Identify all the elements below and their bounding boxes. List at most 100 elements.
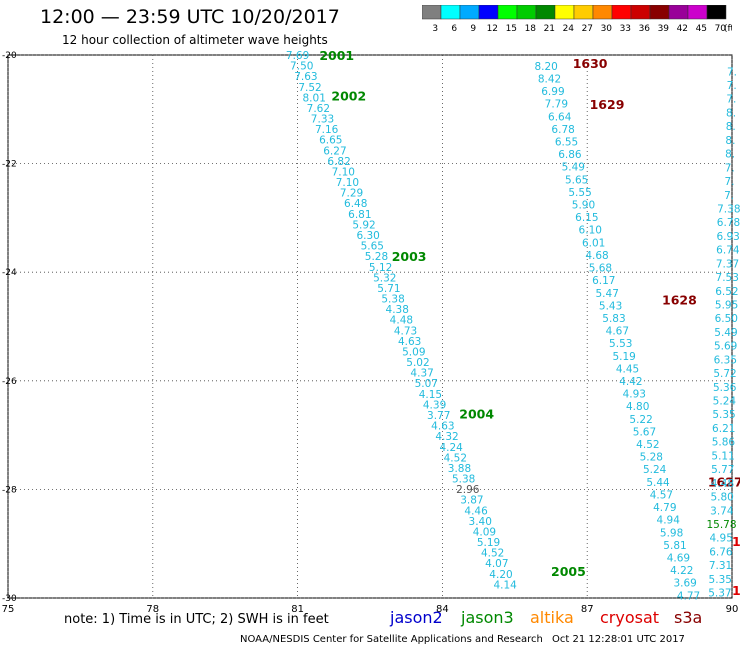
legend-label: 70	[715, 24, 727, 34]
wave-height-value: 6.76	[709, 546, 733, 558]
wave-height-value: 5.02	[406, 357, 429, 369]
wave-height-value: 7.52	[298, 82, 321, 94]
wave-height-value: 4.14	[493, 579, 517, 591]
legend-label: 45	[696, 24, 707, 34]
wave-height-value: 5.09	[402, 346, 425, 358]
wave-height-value: 4.73	[394, 325, 417, 337]
wave-height-value: 6.30	[356, 230, 379, 242]
wave-height-value: 4.68	[585, 250, 608, 262]
legend-unit: (ft)	[724, 24, 732, 34]
legend-swatch	[668, 5, 689, 20]
wave-height-value: 6.27	[323, 145, 346, 157]
wave-height-value: 5.55	[568, 187, 591, 199]
lat-tick-label: -30	[2, 594, 17, 604]
track-time-label: 1629	[590, 97, 625, 112]
wave-height-value: 8.	[726, 107, 736, 119]
wave-height-value: 4.22	[670, 565, 693, 577]
page-title: 12:00 — 23:59 UTC 10/20/2017	[40, 6, 340, 28]
wave-height-value: 6.55	[555, 136, 578, 148]
legend-swatch	[611, 5, 632, 20]
wave-height-value: 6.78	[717, 217, 740, 229]
wave-height-value: 4.42	[619, 376, 642, 388]
wave-height-value: 6.81	[348, 209, 371, 221]
wave-height-value: 4.46	[464, 505, 488, 517]
wave-height-value: 5.98	[660, 527, 683, 539]
wave-height-value: 5.35	[712, 409, 735, 421]
wave-height-value: 6.48	[344, 198, 367, 210]
track-time-label: 2005	[551, 564, 586, 579]
wave-height-value: 4.80	[626, 401, 649, 413]
wave-height-value: 6.35	[714, 354, 737, 366]
wave-height-value: 5.90	[572, 200, 595, 212]
wave-height-value: 4.32	[435, 431, 458, 443]
wave-height-value: 4.07	[485, 558, 508, 570]
wave-height-value: 5.81	[663, 540, 686, 552]
wave-height-value: 5.72	[713, 368, 736, 380]
wave-height-value: 7.	[726, 94, 736, 106]
wave-height-value: 6.99	[541, 86, 564, 98]
legend-swatch	[554, 5, 575, 20]
wave-height-value: 6.50	[715, 313, 738, 325]
wave-height-value: 7.69	[286, 50, 309, 62]
wave-height-value: 4.52	[481, 548, 504, 560]
wave-height-value: 3.40	[469, 516, 492, 528]
wave-height-value: 7.38	[717, 203, 740, 215]
wave-height-value: 5.22	[629, 414, 652, 426]
wave-height-value: 5.38	[381, 294, 404, 306]
wave-height-value: 6.82	[327, 156, 350, 168]
track-time-label: 19	[732, 583, 740, 598]
wave-height-value: 7.10	[336, 177, 359, 189]
wave-height-value: 4.39	[423, 399, 446, 411]
legend-label: 24	[563, 24, 575, 34]
wave-height-value: 6.01	[582, 237, 605, 249]
wave-height-value: 3.69	[673, 578, 696, 590]
wave-height-value: 4.09	[473, 526, 496, 538]
wave-height-value: 5.32	[373, 272, 396, 284]
wave-height-value: 6.93	[716, 231, 739, 243]
wave-height-value: 8.20	[534, 61, 557, 73]
wave-height-value: 7.29	[340, 188, 363, 200]
wave-height-value: 7.63	[294, 71, 317, 83]
legend-label: 42	[677, 24, 688, 34]
wave-height-value: 5.12	[369, 262, 392, 274]
legend-label: 3	[432, 24, 438, 34]
wave-height-value: 4.63	[431, 421, 454, 433]
wave-height-value: 5.36	[713, 382, 737, 394]
lon-tick-label: 81	[291, 604, 304, 615]
wave-height-value: 4.67	[606, 326, 629, 338]
footer-note: note: 1) Time is in UTC; 2) SWH is in fe…	[64, 612, 329, 627]
wave-height-value: 6.64	[548, 111, 572, 123]
axis-tick-labels: 75 78 81 84 87 90 -20 -22 -24 -26 -28 -30	[2, 51, 739, 615]
wave-height-value: 3.74	[710, 505, 734, 517]
wave-height-value: 4.52	[636, 439, 659, 451]
wave-height-value: 5.92	[352, 219, 375, 231]
wave-height-value: 5.49	[714, 327, 737, 339]
wave-height-value: 5.43	[599, 300, 622, 312]
legend-label: 27	[582, 24, 593, 34]
wave-height-value: 5.24	[643, 464, 667, 476]
legend-swatch	[422, 5, 442, 20]
wave-height-value: 4.37	[410, 368, 433, 380]
wave-height-value: 6.52	[715, 286, 738, 298]
wave-height-value: 7.79	[545, 99, 568, 111]
wave-height-value: 5.80	[710, 492, 733, 504]
wave-height-value: 7.33	[311, 114, 334, 126]
wave-height-value: 7.	[724, 176, 734, 188]
lat-tick-label: -20	[2, 51, 17, 61]
wave-height-value: 4.95	[710, 533, 733, 545]
page-subtitle: 12 hour collection of altimeter wave hei…	[62, 33, 328, 47]
wave-height-value: 5.71	[377, 283, 400, 295]
wave-height-value: 5.38	[452, 474, 475, 486]
generated-timestamp: Oct 21 12:28:01 UTC 2017	[552, 634, 685, 645]
lon-tick-label: 84	[436, 604, 449, 615]
wave-height-value: 5.37	[708, 588, 731, 600]
wave-height-value: 5.67	[633, 426, 656, 438]
legend-swatch	[573, 5, 594, 20]
wave-height-value: 5.44	[646, 477, 670, 489]
wave-height-value: 8.	[726, 121, 736, 133]
wave-height-value: 4.15	[419, 389, 442, 401]
wave-height-value: 5.65	[361, 241, 384, 253]
wave-height-value: 5.69	[714, 341, 737, 353]
lat-lon-grid	[7, 54, 733, 599]
wave-height-value: 5.68	[589, 263, 612, 275]
